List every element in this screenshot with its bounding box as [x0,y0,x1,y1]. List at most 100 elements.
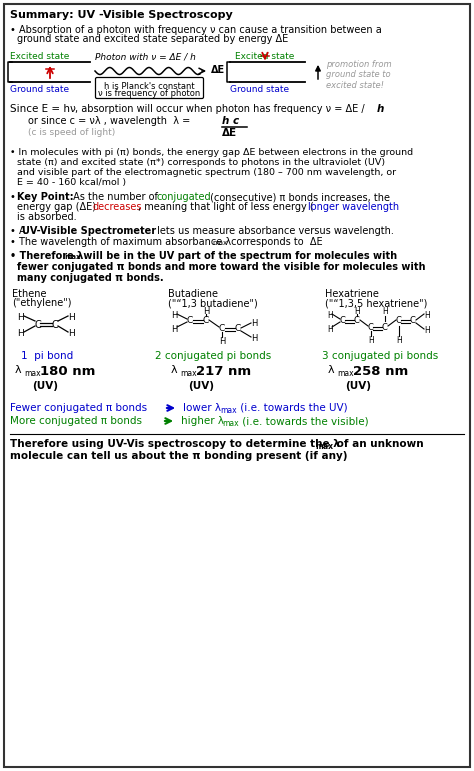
FancyBboxPatch shape [4,4,470,767]
Text: H: H [368,336,374,345]
Text: h: h [377,104,384,114]
Text: λ: λ [171,365,178,375]
Text: max: max [337,369,354,378]
Text: C: C [203,316,209,325]
Text: ("“1,3 butadiene"): ("“1,3 butadiene") [168,298,258,308]
Text: ν is frequency of photon: ν is frequency of photon [99,89,201,98]
Text: H: H [68,329,75,338]
Text: (i.e. towards the visible): (i.e. towards the visible) [239,416,369,426]
Text: C: C [368,323,374,332]
Text: λ: λ [15,365,22,375]
Text: Hexatriene: Hexatriene [325,289,379,299]
Text: • A: • A [10,226,29,236]
Text: 258 nm: 258 nm [353,365,408,378]
Text: H: H [68,313,75,322]
Text: C: C [396,316,402,325]
Text: (UV): (UV) [345,381,371,391]
Text: fewer conjugated π bonds and more toward the visible for molecules with: fewer conjugated π bonds and more toward… [17,262,426,272]
Text: max: max [212,240,227,246]
Text: H: H [382,307,388,316]
Text: max: max [315,442,333,451]
FancyBboxPatch shape [95,78,203,99]
Text: (UV): (UV) [32,381,58,391]
Text: lower λ: lower λ [183,403,221,413]
Text: will be in the UV part of the spectrum for molecules with: will be in the UV part of the spectrum f… [80,251,397,261]
Text: C: C [235,324,241,333]
Text: H: H [171,325,177,334]
Text: H: H [327,325,333,334]
Text: H: H [219,337,225,346]
Text: is absorbed.: is absorbed. [17,212,77,222]
Text: λ: λ [328,365,335,375]
Text: Excited state: Excited state [10,52,69,61]
Text: Fewer conjugated π bonds: Fewer conjugated π bonds [10,403,150,413]
Text: H: H [327,311,333,320]
Text: (i.e. towards the UV): (i.e. towards the UV) [237,403,347,413]
Text: 3 conjugated pi bonds: 3 conjugated pi bonds [322,351,438,361]
Text: Summary: UV -Visible Spectroscopy: Summary: UV -Visible Spectroscopy [10,10,233,20]
Text: C: C [35,320,42,330]
Text: C: C [354,316,360,325]
Text: (consecutive) π bonds increases, the: (consecutive) π bonds increases, the [207,192,390,202]
Text: decreases: decreases [93,202,143,212]
Text: max: max [220,406,237,415]
Text: Therefore using UV-Vis spectroscopy to determine the λ: Therefore using UV-Vis spectroscopy to d… [10,439,340,449]
Text: many conjugated π bonds.: many conjugated π bonds. [17,273,164,283]
Text: 180 nm: 180 nm [40,365,95,378]
Text: ("“1,3,5 hexatriene"): ("“1,3,5 hexatriene") [325,298,428,308]
Text: (UV): (UV) [188,381,214,391]
Text: corresponds to  ΔE: corresponds to ΔE [228,237,323,247]
Text: or since c = νλ , wavelength  λ =: or since c = νλ , wavelength λ = [28,116,190,126]
Text: E = 40 - 160 kcal/mol ): E = 40 - 160 kcal/mol ) [17,178,126,187]
Text: H: H [424,311,430,320]
Text: 1  pi bond: 1 pi bond [21,351,73,361]
Text: C: C [340,316,346,325]
Text: Excited state: Excited state [235,52,294,61]
Text: Photon with ν = ΔE / h: Photon with ν = ΔE / h [95,52,196,61]
Text: Ground state: Ground state [10,85,69,94]
Text: max: max [222,419,238,428]
Text: ground state and excited state separated by energy ΔE: ground state and excited state separated… [17,34,288,44]
Text: Butadiene: Butadiene [168,289,218,299]
Text: Ground state: Ground state [230,85,289,94]
Text: H: H [17,313,24,322]
Text: of an unknown: of an unknown [333,439,424,449]
Text: ΔE: ΔE [222,128,237,138]
Text: molecule can tell us about the π bonding present (if any): molecule can tell us about the π bonding… [10,451,347,461]
Text: max: max [180,369,197,378]
Text: h is Planck's constant: h is Planck's constant [104,82,195,91]
Text: • Absorption of a photon with frequency ν can cause a transition between a: • Absorption of a photon with frequency … [10,25,382,35]
Text: C: C [382,323,388,332]
Text: higher λ: higher λ [181,416,224,426]
Text: , meaning that light of less energy (: , meaning that light of less energy ( [138,202,314,212]
Text: UV-Visible Spectrometer: UV-Visible Spectrometer [22,226,156,236]
Text: H: H [17,329,24,338]
Text: Ethene: Ethene [12,289,46,299]
Text: lets us measure absorbance versus wavelength.: lets us measure absorbance versus wavele… [154,226,394,236]
Text: • Therefore λ: • Therefore λ [10,251,83,261]
Text: conjugated: conjugated [157,192,211,202]
Text: max: max [64,254,81,260]
Text: H: H [354,307,360,316]
Text: H: H [251,334,257,343]
Text: C: C [187,316,193,325]
Text: state (π) and excited state (π*) corresponds to photons in the ultraviolet (UV): state (π) and excited state (π*) corresp… [17,158,385,167]
Text: ("ethylene"): ("ethylene") [12,298,72,308]
Text: 217 nm: 217 nm [196,365,251,378]
Text: H: H [251,319,257,328]
Text: max: max [24,369,41,378]
Text: As the number of: As the number of [70,192,161,202]
Text: H: H [424,326,430,335]
Text: 2 conjugated pi bonds: 2 conjugated pi bonds [155,351,271,361]
Text: (c is speed of light): (c is speed of light) [28,128,115,137]
Text: C: C [219,324,225,333]
Text: C: C [410,316,416,325]
Text: promotion from
ground state to
excited state!: promotion from ground state to excited s… [326,60,392,89]
Text: Since E = hν: Since E = hν [10,104,76,114]
Text: H: H [171,311,177,320]
Text: longer wavelength: longer wavelength [308,202,399,212]
Text: More conjugated π bonds: More conjugated π bonds [10,416,145,426]
Text: • In molecules with pi (π) bonds, the energy gap ΔE between electrons in the gro: • In molecules with pi (π) bonds, the en… [10,148,413,157]
Text: ΔE: ΔE [211,65,225,75]
Text: , absorption will occur when photon has frequency ν = ΔE /: , absorption will occur when photon has … [75,104,365,114]
